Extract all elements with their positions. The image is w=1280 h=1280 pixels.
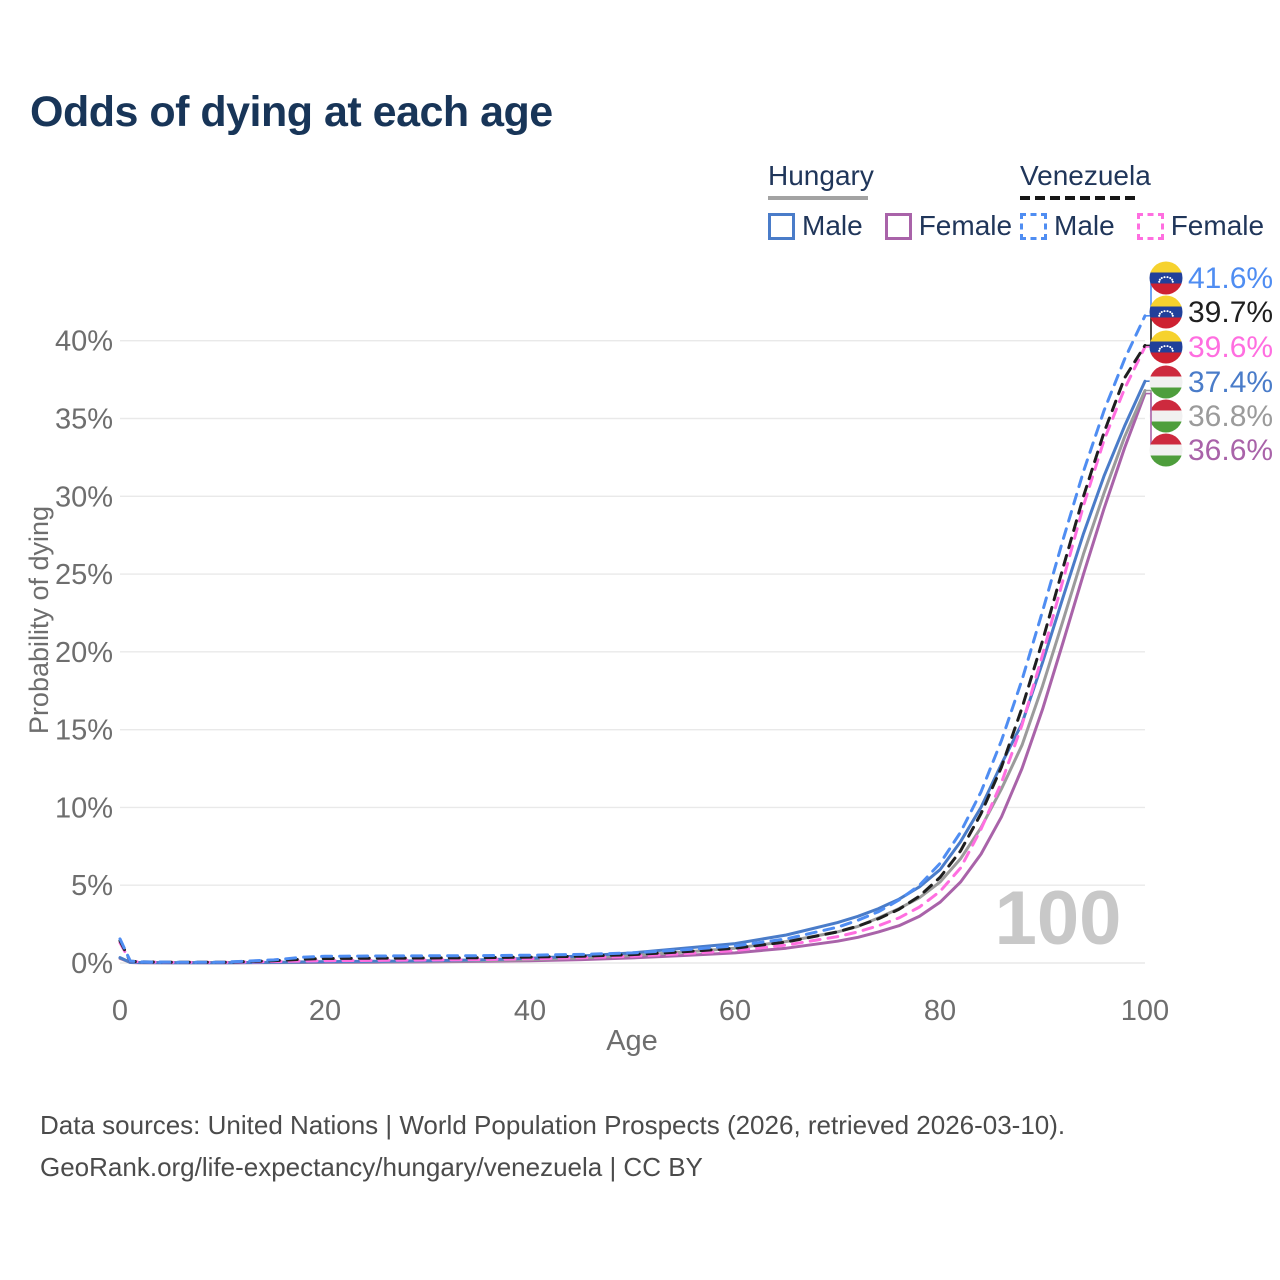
y-axis-title: Probability of dying — [24, 506, 54, 734]
series-line-hungary-male[interactable] — [118, 379, 1147, 965]
x-tick-label: 20 — [309, 995, 341, 1027]
hungary-female-swatch-icon — [884, 212, 912, 240]
hungary-flag-icon — [1149, 399, 1183, 433]
y-tick-label: 25% — [55, 559, 113, 591]
y-tick-label: 5% — [71, 870, 113, 902]
x-tick-label: 60 — [719, 995, 751, 1027]
x-tick-label: 40 — [514, 995, 546, 1027]
x-tick-label: 80 — [924, 995, 956, 1027]
legend-label: Female — [1170, 210, 1265, 241]
hungary-flag-icon — [1149, 365, 1183, 399]
hungary-male-swatch-icon — [768, 212, 795, 240]
y-tick-label: 35% — [55, 404, 113, 436]
venezuela-male-swatch-icon — [1020, 212, 1047, 240]
legend-label: Male — [1054, 210, 1115, 241]
end-value-label-venezuela-both: 39.7% — [1188, 296, 1273, 329]
x-axis-title: Age — [606, 1025, 658, 1057]
legend-item-hungary-female[interactable]: Female — [884, 210, 1013, 242]
y-tick-label: 40% — [55, 326, 113, 358]
series-line-hungary-female[interactable] — [118, 392, 1147, 965]
venezuela-dashed-line-sample — [1020, 196, 1138, 200]
y-tick-label: 20% — [55, 637, 113, 669]
legend-group-venezuela: Venezuela Male Female — [1020, 160, 1280, 242]
hungary-solid-line-sample — [768, 196, 868, 200]
legend-country-venezuela: Venezuela — [1020, 160, 1151, 191]
venezuela-flag-icon — [1149, 330, 1183, 364]
series-line-venezuela-both[interactable] — [118, 343, 1147, 964]
legend-item-hungary-male[interactable]: Male — [768, 210, 863, 242]
end-value-label-hungary-female: 36.6% — [1188, 434, 1273, 467]
legend-group-hungary: Hungary Male Female — [768, 160, 1034, 242]
end-value-label-venezuela-male: 41.6% — [1188, 262, 1273, 295]
legend-item-venezuela-male[interactable]: Male — [1020, 210, 1115, 242]
legend-country-hungary: Hungary — [768, 160, 874, 191]
y-tick-label: 15% — [55, 715, 113, 747]
venezuela-female-swatch-icon — [1136, 212, 1164, 240]
end-value-label-hungary-male: 37.4% — [1188, 366, 1273, 399]
y-tick-label: 10% — [55, 792, 113, 824]
y-tick-label: 0% — [71, 948, 113, 980]
legend-item-venezuela-female[interactable]: Female — [1136, 210, 1265, 242]
x-tick-label: 0 — [112, 995, 128, 1027]
hungary-flag-icon — [1149, 433, 1183, 467]
y-tick-label: 30% — [55, 481, 113, 513]
series-line-venezuela-male[interactable] — [118, 314, 1147, 964]
series-line-venezuela-female[interactable] — [118, 345, 1147, 964]
data-source-text: Data sources: United Nations | World Pop… — [40, 1110, 1066, 1140]
attribution-link-text[interactable]: GeoRank.org/life-expectancy/hungary/vene… — [40, 1152, 703, 1182]
venezuela-flag-icon — [1149, 295, 1183, 329]
chart-footer: Data sources: United Nations | World Pop… — [40, 1104, 1065, 1188]
series-line-hungary-both[interactable] — [118, 389, 1147, 965]
x-tick-label: 100 — [1121, 995, 1169, 1027]
end-value-label-venezuela-female: 39.6% — [1188, 331, 1273, 364]
legend-label: Male — [802, 210, 863, 241]
age-watermark: 100 — [995, 876, 1122, 961]
legend-label: Female — [918, 210, 1013, 241]
venezuela-flag-icon — [1149, 261, 1183, 295]
end-value-label-hungary-both: 36.8% — [1188, 400, 1273, 433]
page-title: Odds of dying at each age — [30, 88, 553, 136]
